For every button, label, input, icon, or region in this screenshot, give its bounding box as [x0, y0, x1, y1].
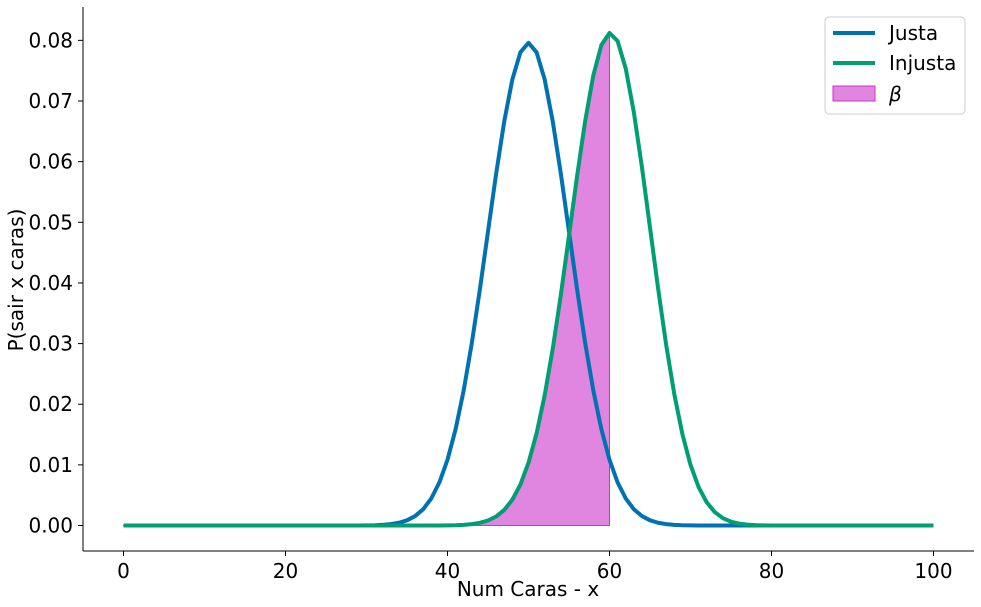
series-line-justa	[123, 40, 934, 528]
x-tick-label: 100	[914, 559, 952, 583]
legend-label-injusta: Injusta	[889, 51, 956, 75]
axes	[78, 7, 974, 556]
y-axis-label: P(sair x caras)	[4, 209, 28, 352]
legend-swatch-beta	[832, 85, 876, 102]
y-tick-label: 0.04	[28, 271, 73, 295]
legend-label-justa: Justa	[887, 21, 938, 45]
series-line-injusta	[123, 30, 934, 528]
y-tick-label: 0.07	[28, 89, 73, 113]
y-tick-label: 0.03	[28, 332, 73, 356]
x-tick-label: 40	[435, 559, 460, 583]
beta-shaded-area	[123, 31, 610, 527]
y-tick-label: 0.00	[28, 514, 73, 538]
x-tick-label: 20	[273, 559, 298, 583]
y-tick-label: 0.06	[28, 150, 73, 174]
y-tick-label: 0.01	[28, 453, 73, 477]
tick-labels: 0 20 40 60 80 100 0.00 0.01 0.02 0.03 0.04 0.05 0.06…	[28, 28, 952, 583]
legend-label-beta: β	[888, 82, 902, 106]
x-tick-label: 80	[759, 559, 784, 583]
x-tick-label: 60	[597, 559, 622, 583]
legend: Justa Injusta β	[824, 16, 966, 115]
y-tick-label: 0.02	[28, 392, 73, 416]
plot-area	[123, 30, 934, 528]
y-tick-label: 0.08	[28, 28, 73, 52]
x-axis-label: Num Caras - x	[457, 577, 600, 601]
x-tick-label: 0	[117, 559, 130, 583]
y-tick-label: 0.05	[28, 210, 73, 234]
